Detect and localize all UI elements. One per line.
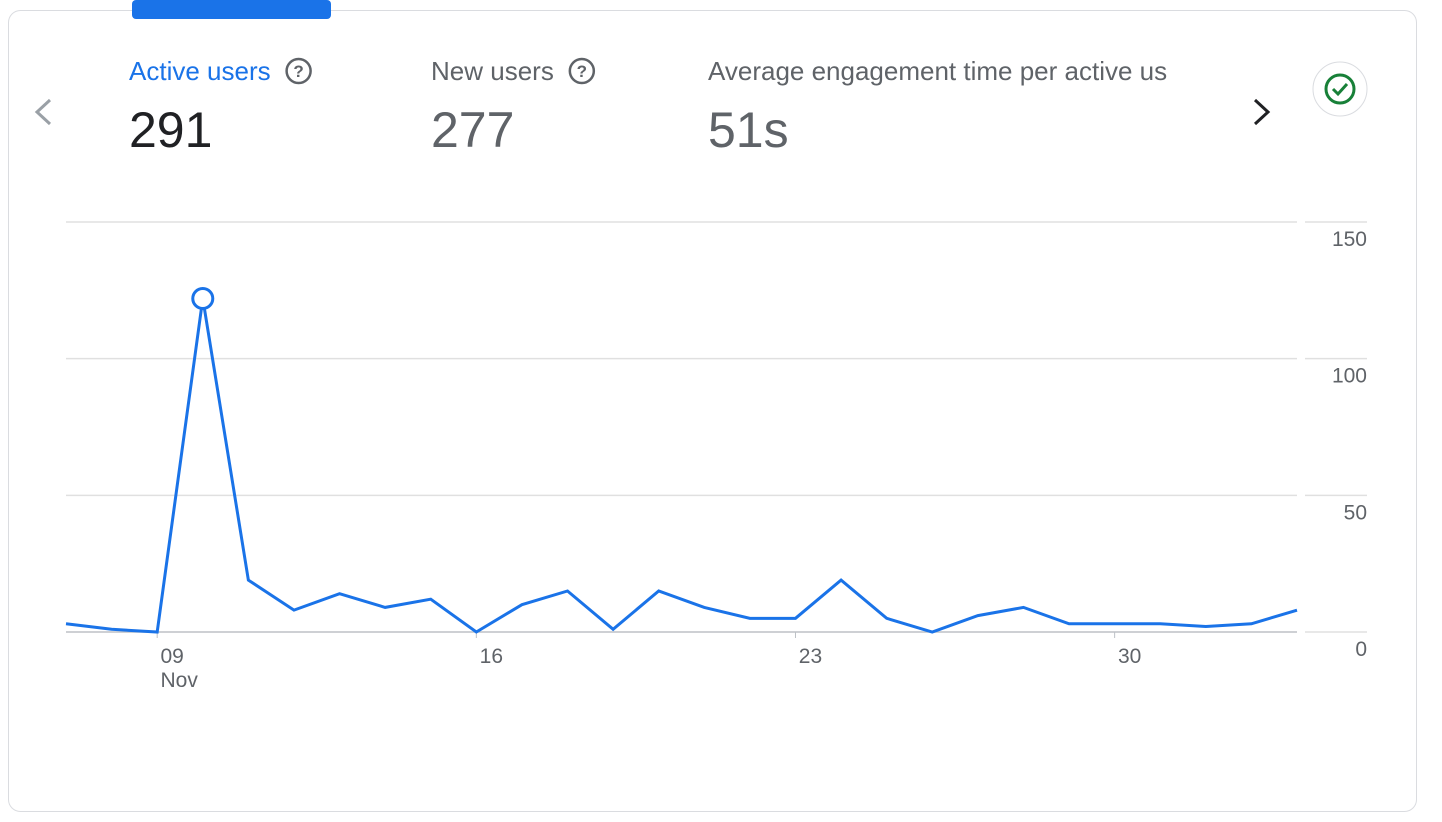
next-arrow[interactable] [1253,98,1271,126]
tab-label: Average engagement time per active us [708,56,1167,86]
x-tick-label: 16 [480,645,503,668]
prev-arrow[interactable] [34,98,52,126]
line [65,298,1298,634]
help-icon[interactable] [568,57,596,85]
card-border [8,10,1417,812]
tab-value: 51s [708,102,789,158]
status-icon[interactable] [1312,61,1368,117]
metric-tab[interactable]: Active users 291? [129,56,312,158]
help-icon-mark: ? [577,62,587,81]
y-tick-label: 100 [1332,365,1367,388]
tab-value: 291 [129,102,212,158]
y-tick-label: 50 [1344,501,1367,524]
metric-tab[interactable]: Average engagement time per active us 51s [708,56,1167,158]
metric-tabs: Active users 291? New users 277? Average eng… [129,56,1167,158]
metric-tab[interactable]: New users 277? [431,56,596,158]
x-month-label: Nov [161,669,199,692]
tab-value: 277 [431,102,514,158]
tab-label: New users [431,56,554,86]
check-mark [1331,82,1349,97]
selected-tab-indicator [132,0,331,19]
x-tick-label: 30 [1118,645,1141,668]
y-tick-label: 150 [1332,228,1367,251]
check-ring [1324,73,1356,105]
help-icon-mark: ? [293,62,303,81]
y-tick-label: 0 [1355,638,1367,661]
highlight-point[interactable] [191,287,215,311]
tab-label: Active users [129,56,271,86]
x-tick-label: 23 [799,645,822,668]
status-circle [1312,61,1368,117]
help-icon[interactable] [285,57,312,85]
x-tick-label: 09 [161,645,184,668]
